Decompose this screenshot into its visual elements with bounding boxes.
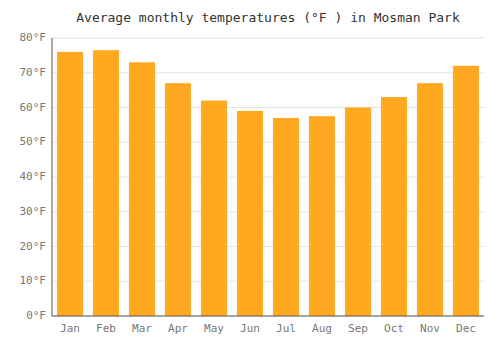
x-tick-label: Feb (96, 322, 116, 335)
bar (237, 111, 263, 316)
bar (453, 66, 479, 316)
y-axis-line (52, 38, 53, 316)
x-tick-label: Oct (384, 322, 404, 335)
x-tick-label: May (204, 322, 224, 335)
grid-line (52, 38, 484, 39)
y-tick-label: 40°F (20, 170, 47, 183)
bars (57, 50, 479, 316)
x-tick-label: Jun (240, 322, 260, 335)
x-tick-label: Jan (60, 322, 80, 335)
y-tick-label: 30°F (20, 205, 47, 218)
title: Average monthly temperatures (°F ) in Mo… (76, 10, 460, 25)
bar (93, 50, 119, 316)
y-tick-label: 0°F (26, 309, 46, 322)
chart-container: 0°F 10°F 20°F 30°F 40°F 50°F 60°F 70°F 80°F Jan Fe… (0, 0, 500, 350)
y-grid (52, 38, 484, 316)
y-tick-label: 60°F (20, 101, 47, 114)
x-axis-line (52, 316, 484, 317)
chart: 0°F 10°F 20°F 30°F 40°F 50°F 60°F 70°F 80°F Jan Fe… (0, 0, 500, 350)
y-tick-label: 50°F (20, 135, 47, 148)
bar (57, 52, 83, 316)
bar (309, 116, 335, 316)
x-tick-label: Jul (276, 322, 296, 335)
x-tick-label: Nov (420, 322, 440, 335)
y-tick-label: 80°F (20, 31, 47, 44)
x-tick-label: Sep (348, 322, 368, 335)
x-tick-label: Apr (168, 322, 188, 335)
y-tick-labels: 0°F 10°F 20°F 30°F 40°F 50°F 60°F 70°F 80°F (20, 31, 47, 322)
y-tick-label: 10°F (20, 274, 47, 287)
x-tick-labels: Jan Feb Mar Apr May Jun Jul Aug Sep Oct Nov Dec (60, 322, 476, 335)
bar (417, 83, 443, 316)
y-tick-label: 20°F (20, 240, 47, 253)
bar (129, 62, 155, 316)
bar (201, 101, 227, 316)
x-tick-label: Aug (312, 322, 332, 335)
x-tick-label: Mar (132, 322, 152, 335)
y-tick-label: 70°F (20, 66, 47, 79)
bar (165, 83, 191, 316)
x-tick-label: Dec (456, 322, 476, 335)
bar (345, 108, 371, 317)
bar (381, 97, 407, 316)
grid-line (52, 316, 484, 317)
bar (273, 118, 299, 316)
